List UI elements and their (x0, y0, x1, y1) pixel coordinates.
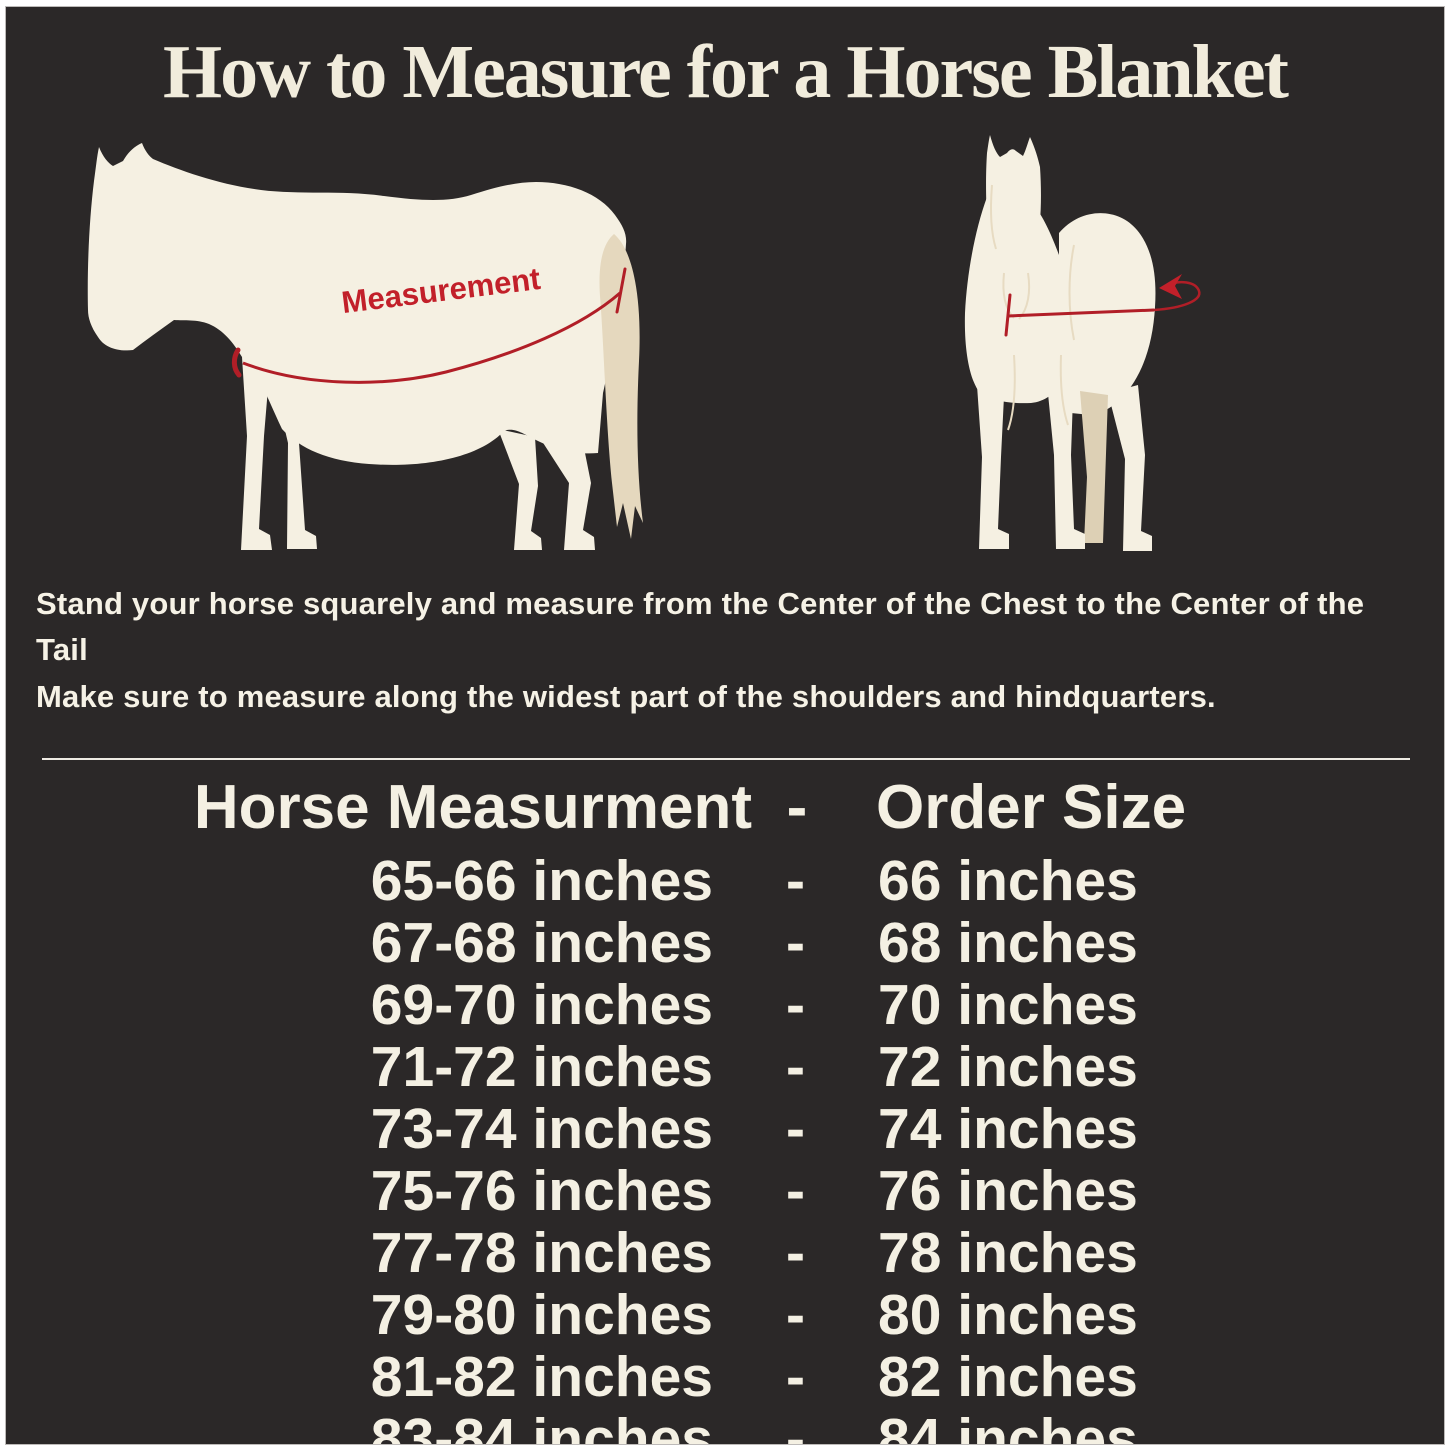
size-table-row: 73-74 inches - 74 inches (6, 1098, 1444, 1160)
header-separator: - (786, 773, 808, 843)
size-table-row: 69-70 inches - 70 inches (6, 974, 1444, 1036)
front-horse-front-leg (976, 370, 1009, 549)
size-table-row: 75-76 inches - 76 inches (6, 1160, 1444, 1222)
size-table-row: 81-82 inches - 82 inches (6, 1346, 1444, 1408)
row-separator: - (786, 911, 805, 976)
instruction-line-1: Stand your horse squarely and measure fr… (36, 585, 1365, 668)
row-order-size: 74 inches (878, 1097, 1138, 1162)
row-order-size: 72 inches (878, 1035, 1138, 1100)
row-separator: - (786, 1345, 805, 1410)
size-table-row: 65-66 inches - 66 inches (6, 850, 1444, 912)
row-separator: - (786, 1159, 805, 1224)
girth-line (1007, 308, 1155, 318)
row-horse-measurement: 69-70 inches (370, 973, 713, 1038)
size-table-row: 83-84 inches - 84 inches (6, 1407, 1444, 1445)
front-horse-hind-leg (1108, 384, 1152, 551)
size-table-body: 65-66 inches - 66 inches 67-68 inches - … (6, 850, 1444, 1445)
girth-curl (1153, 280, 1201, 312)
measurement-line-tail-tick (615, 267, 627, 314)
row-order-size: 70 inches (878, 973, 1138, 1038)
row-horse-measurement: 77-78 inches (370, 1221, 713, 1286)
row-separator: - (786, 1035, 805, 1100)
side-horse-front-leg (241, 356, 272, 550)
row-horse-measurement: 65-66 inches (370, 849, 713, 914)
row-horse-measurement: 79-80 inches (370, 1283, 713, 1348)
row-order-size: 78 inches (878, 1221, 1138, 1286)
row-horse-measurement: 71-72 inches (370, 1035, 713, 1100)
size-table-row: 77-78 inches - 78 inches (6, 1222, 1444, 1284)
measurement-arrow-icon (1159, 273, 1182, 299)
page-title: How to Measure for a Horse Blanket (163, 30, 1289, 114)
horse-diagrams: Measurement (6, 119, 1444, 571)
size-table-header: Horse Measurment - Order Size (6, 774, 1444, 842)
row-separator: - (786, 1407, 805, 1445)
front-horse-front-leg (1046, 367, 1085, 549)
side-horse-body (87, 142, 627, 465)
side-horse-hind-leg (538, 434, 595, 550)
instruction-line-2: Make sure to measure along the widest pa… (36, 678, 1216, 714)
row-order-size: 76 inches (878, 1159, 1138, 1224)
side-horse-tail (599, 233, 643, 539)
header-horse-measurement: Horse Measurment (193, 773, 752, 843)
row-order-size: 68 inches (878, 911, 1138, 976)
measuring-instructions: Stand your horse squarely and measure fr… (36, 581, 1416, 721)
row-horse-measurement: 73-74 inches (370, 1097, 713, 1162)
front-horse-hindquarters (1059, 212, 1156, 415)
row-order-size: 82 inches (878, 1345, 1138, 1410)
measurement-line (242, 291, 621, 384)
front-horse-far-hind-leg (1080, 390, 1108, 543)
row-separator: - (786, 849, 805, 914)
side-horse-front-leg (272, 373, 317, 549)
side-view-horse-illustration: Measurement (87, 142, 643, 550)
row-horse-measurement: 67-68 inches (370, 911, 713, 976)
row-separator: - (786, 1097, 805, 1162)
row-separator: - (786, 973, 805, 1038)
row-order-size: 66 inches (878, 849, 1138, 914)
front-horse-contour-lines (990, 184, 1075, 431)
size-table-row: 71-72 inches - 72 inches (6, 1036, 1444, 1098)
header-order-size: Order Size (876, 773, 1187, 843)
section-divider (42, 758, 1410, 761)
row-order-size: 84 inches (878, 1407, 1138, 1445)
size-table-row: 67-68 inches - 68 inches (6, 912, 1444, 974)
row-order-size: 80 inches (878, 1283, 1138, 1348)
size-table-row: 79-80 inches - 80 inches (6, 1284, 1444, 1346)
measurement-line-chest-wrap (231, 347, 242, 378)
row-horse-measurement: 75-76 inches (370, 1159, 713, 1224)
row-separator: - (786, 1283, 805, 1348)
side-horse-hind-leg (498, 428, 542, 550)
row-horse-measurement: 83-84 inches (370, 1407, 713, 1445)
row-separator: - (786, 1221, 805, 1286)
infographic-card: How to Measure for a Horse Blanket Measu… (5, 6, 1445, 1445)
front-view-horse-illustration (964, 134, 1201, 551)
front-horse-head (986, 134, 1041, 277)
row-horse-measurement: 81-82 inches (370, 1345, 713, 1410)
